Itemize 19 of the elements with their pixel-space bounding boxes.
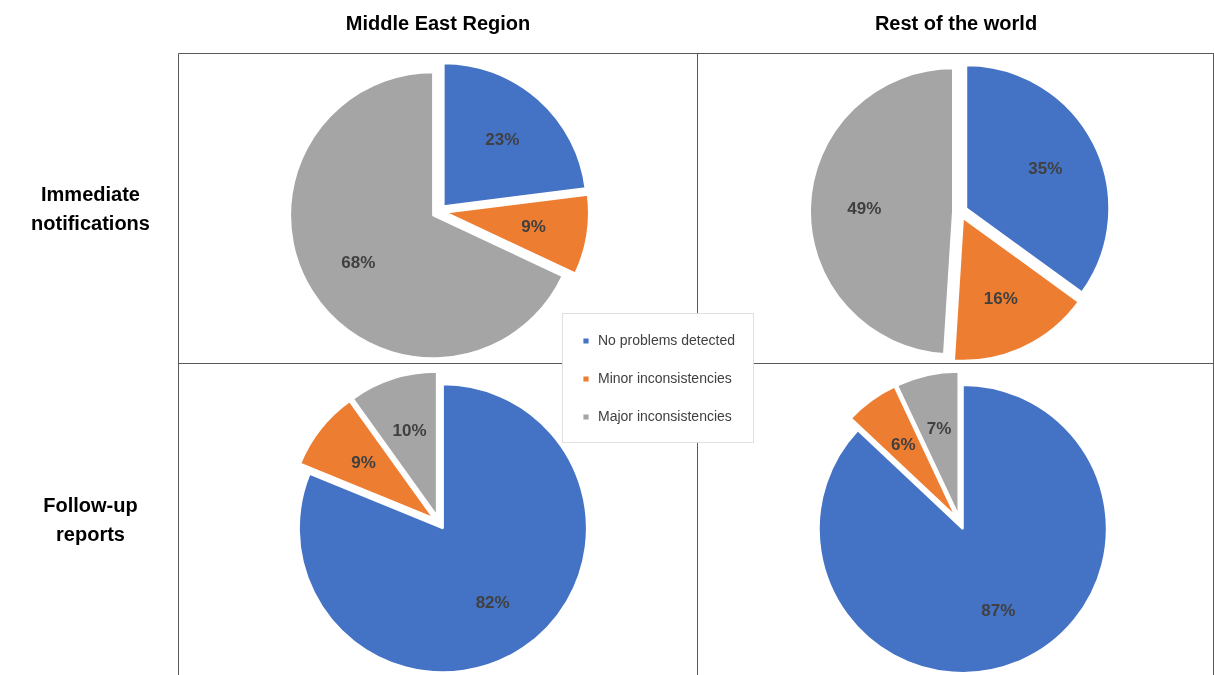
data-label: 82% [475, 592, 510, 612]
data-label: 16% [983, 288, 1018, 308]
data-label: 23% [485, 130, 520, 150]
text: Follow-up reports [43, 493, 138, 546]
data-label: 7% [926, 419, 952, 439]
legend-label: No problems detected [598, 332, 735, 348]
data-label: 68% [341, 253, 376, 273]
data-label: 9% [521, 216, 546, 236]
legend-label: Minor inconsistencies [598, 370, 732, 386]
data-label: 6% [891, 435, 916, 455]
data-label: 10% [392, 421, 427, 441]
chart-title: Middle East Region [345, 11, 531, 34]
chart-title: Rest of the world [874, 11, 1038, 34]
data-label: 9% [351, 453, 376, 473]
data-label: 87% [981, 601, 1016, 621]
data-label: 35% [1028, 158, 1063, 178]
legend-label: Major inconsistencies [598, 408, 732, 424]
text: Immediate notifications [31, 182, 150, 235]
data-label: 49% [847, 199, 882, 218]
